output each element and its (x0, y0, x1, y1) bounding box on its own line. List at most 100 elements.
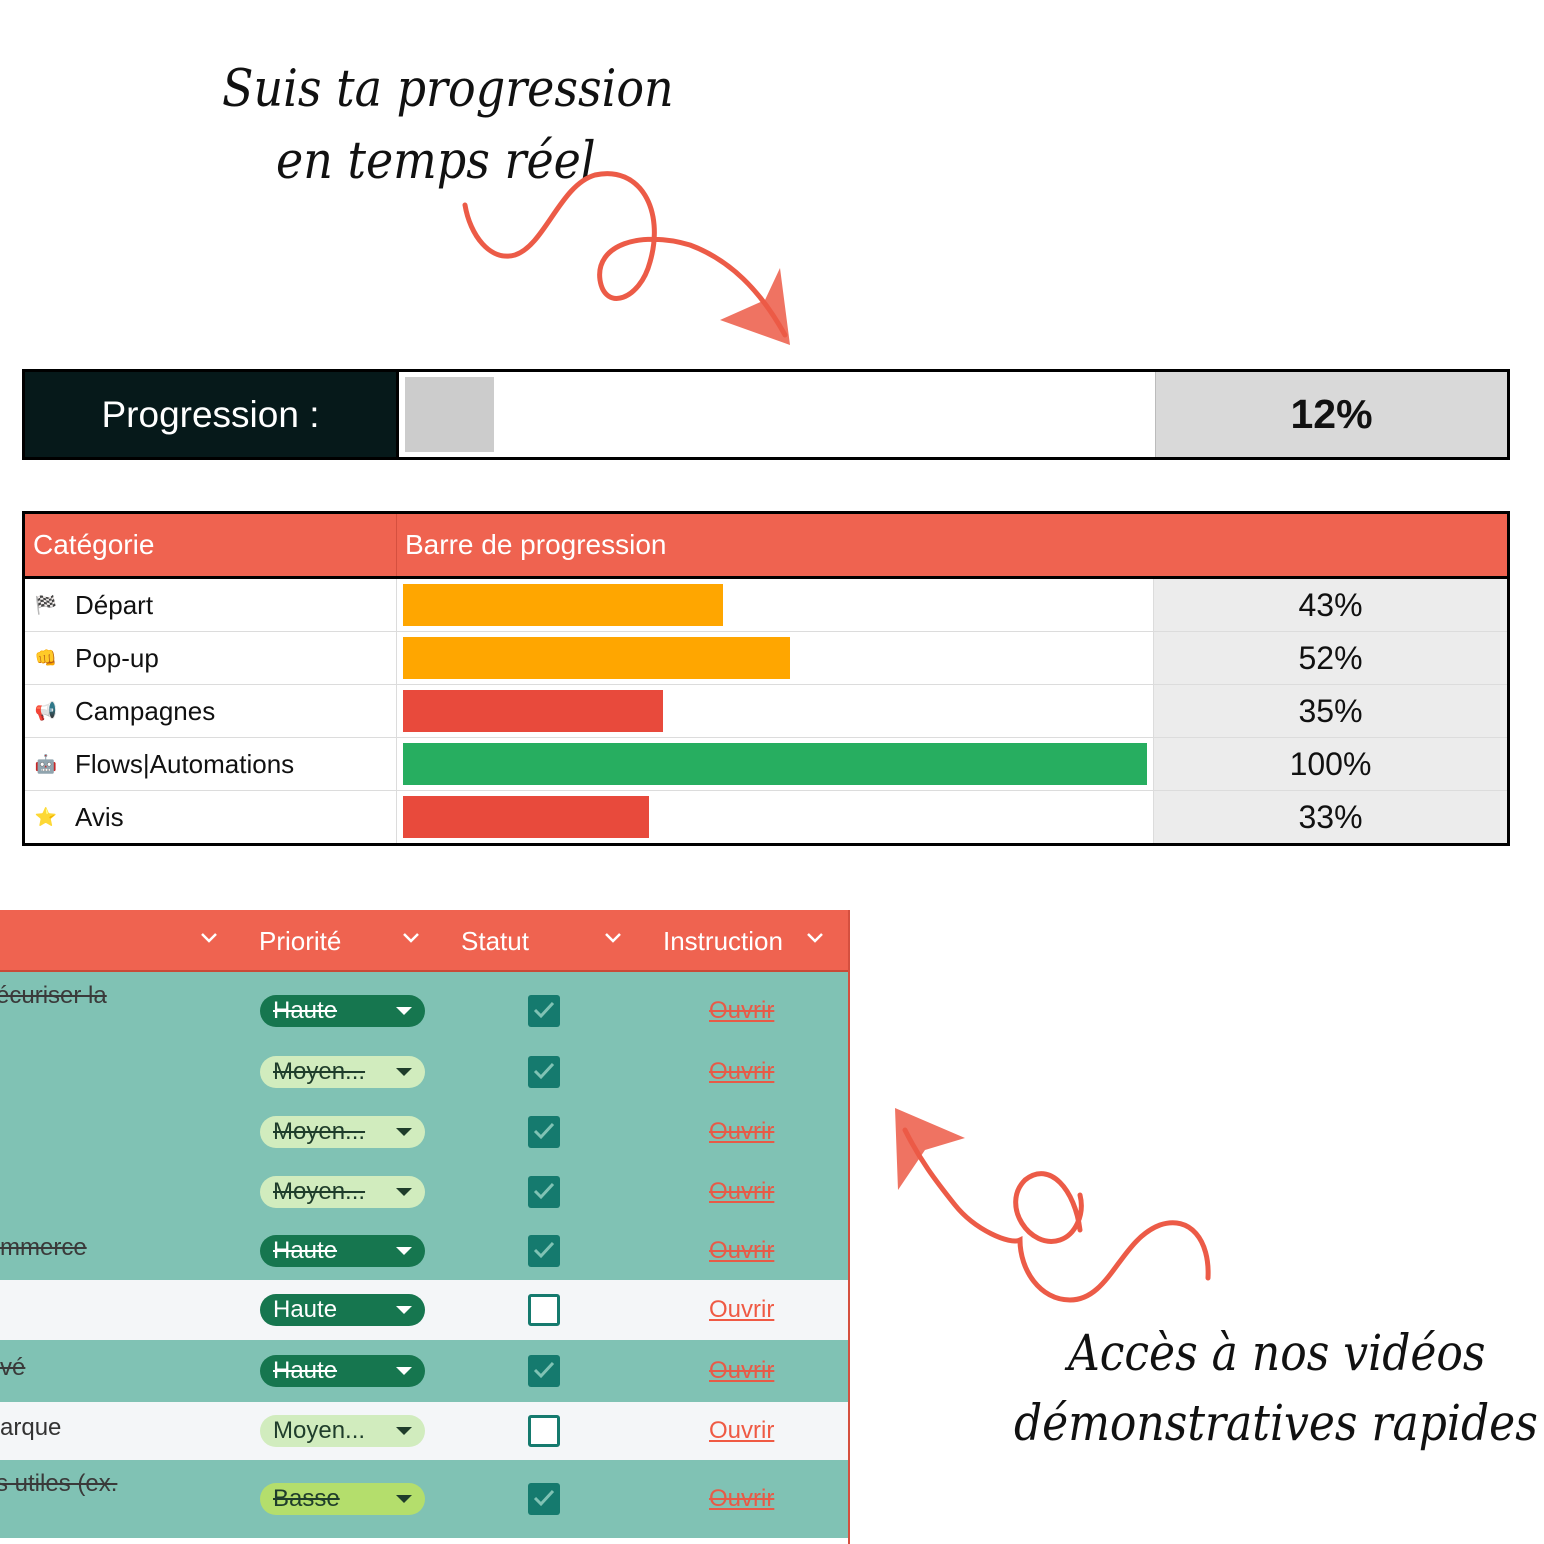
category-row: 📢 Campagnes 35% (25, 684, 1507, 737)
header-status[interactable]: Statut (461, 926, 529, 956)
priority-filter-chevron-icon[interactable] (402, 932, 420, 944)
megaphone-icon: 📢 (34, 700, 58, 721)
annotation-video-access-line1: Accès à nos vidéos (1068, 1325, 1486, 1383)
status-filter-chevron-icon[interactable] (604, 932, 622, 944)
status-checkbox[interactable] (528, 1116, 560, 1148)
table-row: Haute Ouvrir (0, 1280, 848, 1340)
overall-progress-bar: Progression : 12% (22, 369, 1510, 460)
checkmark-icon (533, 1001, 555, 1019)
priority-dropdown[interactable]: Haute (260, 995, 425, 1027)
task-name: vé (0, 1354, 26, 1381)
task-table: Priorité Statut Instruction écuriser la H… (0, 910, 850, 1544)
overall-progress-label: Progression : (25, 372, 399, 457)
checkmark-icon (533, 1241, 555, 1259)
robot-icon: 🤖 (34, 753, 58, 774)
category-progress-fill (403, 637, 790, 679)
category-percent: 100% (1154, 738, 1507, 790)
instruction-open-link[interactable]: Ouvrir (709, 1357, 775, 1384)
category-bar-cell (397, 738, 1154, 790)
dropdown-caret-icon (396, 1128, 412, 1136)
category-name-cell: ⭐ Avis (25, 791, 397, 843)
instruction-open-link[interactable]: Ouvrir (709, 997, 775, 1024)
priority-dropdown[interactable]: Haute (260, 1294, 425, 1326)
table-row: vé Haute Ouvrir (0, 1340, 848, 1402)
status-checkbox[interactable] (528, 995, 560, 1027)
header-category: Catégorie (25, 514, 397, 576)
category-percent: 35% (1154, 685, 1507, 737)
task-name: mmerce (0, 1234, 87, 1261)
category-bar-cell (397, 632, 1154, 684)
category-name: Pop-up (75, 642, 159, 673)
priority-value: Moyen... (273, 1118, 366, 1145)
table-row: arque Moyen... Ouvrir (0, 1402, 848, 1460)
checkmark-icon (533, 1182, 555, 1200)
annotation-video-access-line2: démonstratives rapides (1014, 1395, 1538, 1453)
priority-dropdown[interactable]: Haute (260, 1235, 425, 1267)
checkmark-icon (533, 1062, 555, 1080)
dropdown-caret-icon (396, 1306, 412, 1314)
category-row: 🏁 Départ 43% (25, 579, 1507, 631)
annotation-track-progress-line1: Suis ta progression (222, 58, 674, 119)
category-name: Avis (75, 801, 124, 832)
priority-value: Haute (273, 1296, 338, 1323)
category-bar-cell (397, 791, 1154, 843)
table-row: Moyen... Ouvrir (0, 1042, 848, 1102)
dropdown-caret-icon (396, 1427, 412, 1435)
table-row: Moyen... Ouvrir (0, 1162, 848, 1222)
instruction-open-link[interactable]: Ouvrir (709, 1118, 775, 1145)
priority-value: Moyen... (273, 1178, 366, 1205)
priority-dropdown[interactable]: Moyen... (260, 1116, 425, 1148)
priority-value: Basse (273, 1485, 340, 1512)
table-row: s utiles (ex. Basse Ouvrir (0, 1460, 848, 1538)
instruction-open-link[interactable]: Ouvrir (709, 1178, 775, 1205)
status-checkbox[interactable] (528, 1415, 560, 1447)
category-name: Campagnes (75, 695, 216, 726)
checkmark-icon (533, 1361, 555, 1379)
instruction-open-link[interactable]: Ouvrir (709, 1485, 775, 1512)
priority-value: Haute (273, 997, 338, 1024)
table-row: mmerce Haute Ouvrir (0, 1222, 848, 1280)
status-checkbox[interactable] (528, 1235, 560, 1267)
status-checkbox[interactable] (528, 1176, 560, 1208)
task-table-header: Priorité Statut Instruction (0, 910, 848, 972)
dropdown-caret-icon (396, 1007, 412, 1015)
task-name: écuriser la (0, 982, 107, 1009)
category-progress-table: Catégorie Barre de progression 🏁 Départ 43… (22, 511, 1510, 846)
category-bar-cell (397, 685, 1154, 737)
status-checkbox[interactable] (528, 1056, 560, 1088)
instruction-open-link[interactable]: Ouvrir (709, 1296, 775, 1323)
instruction-open-link[interactable]: Ouvrir (709, 1058, 775, 1085)
category-row: 🤖 Flows|Automations 100% (25, 737, 1507, 790)
category-progress-fill (403, 690, 663, 732)
header-instruction[interactable]: Instruction (663, 926, 783, 956)
priority-dropdown[interactable]: Moyen... (260, 1415, 425, 1447)
instruction-open-link[interactable]: Ouvrir (709, 1237, 775, 1264)
checkered-flag-icon: 🏁 (34, 594, 58, 615)
dropdown-caret-icon (396, 1367, 412, 1375)
priority-value: Haute (273, 1357, 338, 1384)
priority-dropdown[interactable]: Moyen... (260, 1056, 425, 1088)
overall-progress-percent: 12% (1155, 372, 1507, 457)
overall-progress-track (399, 372, 1155, 457)
status-checkbox[interactable] (528, 1355, 560, 1387)
dropdown-caret-icon (396, 1068, 412, 1076)
instruction-open-link[interactable]: Ouvrir (709, 1417, 775, 1444)
priority-value: Moyen... (273, 1417, 366, 1444)
dropdown-caret-icon (396, 1247, 412, 1255)
instruction-filter-chevron-icon[interactable] (806, 932, 824, 944)
category-percent: 33% (1154, 791, 1507, 843)
category-name-cell: 🤖 Flows|Automations (25, 738, 397, 790)
annotation-track-progress-line2: en temps réel (276, 130, 596, 191)
category-table-header: Catégorie Barre de progression (25, 514, 1507, 579)
header-progress-bar: Barre de progression (405, 529, 667, 560)
priority-dropdown[interactable]: Moyen... (260, 1176, 425, 1208)
status-checkbox[interactable] (528, 1483, 560, 1515)
category-percent: 43% (1154, 579, 1507, 631)
priority-dropdown[interactable]: Basse (260, 1483, 425, 1515)
status-checkbox[interactable] (528, 1294, 560, 1326)
category-row: 👊 Pop-up 52% (25, 631, 1507, 684)
column-filter-chevron-icon[interactable] (200, 932, 218, 944)
priority-dropdown[interactable]: Haute (260, 1355, 425, 1387)
header-priority[interactable]: Priorité (259, 926, 342, 956)
category-name: Départ (75, 589, 154, 620)
